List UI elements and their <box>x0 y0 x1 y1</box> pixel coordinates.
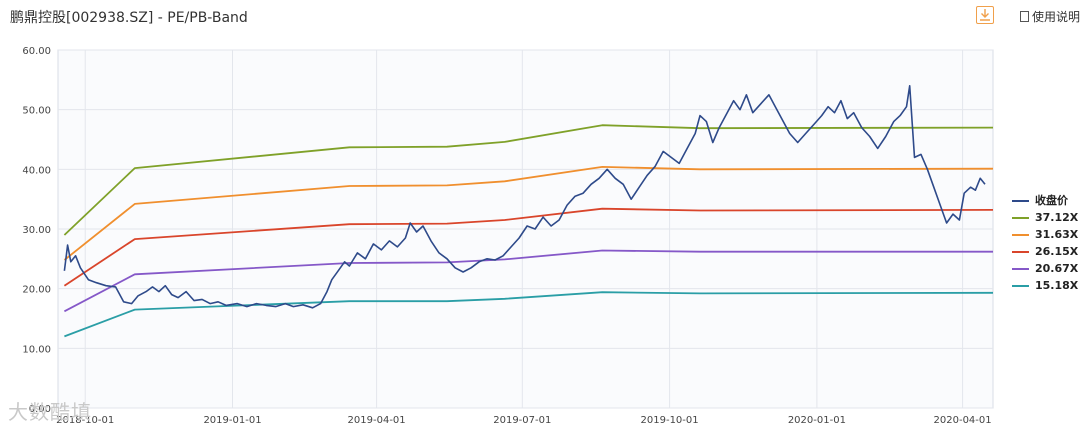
pe-band-chart: 0.00 10.00 20.00 30.00 40.00 50.00 60.00 2018-1… <box>0 34 1080 428</box>
y-tick-label: 0.00 <box>29 404 51 415</box>
legend-label: 26.15X <box>1035 245 1079 258</box>
x-tick-label: 2019-07-01 <box>493 415 551 426</box>
legend-swatch <box>1012 251 1029 253</box>
legend-swatch <box>1012 217 1029 219</box>
chart-title: 鹏鼎控股[002938.SZ] - PE/PB-Band <box>10 10 248 26</box>
y-tick-label: 60.00 <box>22 46 51 57</box>
legend-swatch <box>1012 200 1029 202</box>
download-button[interactable] <box>976 6 994 24</box>
x-tick-label: 2019-10-01 <box>641 415 699 426</box>
series-line <box>63 124 994 236</box>
legend-item[interactable]: 20.67X <box>1012 260 1078 277</box>
legend-item[interactable]: 15.18X <box>1012 277 1078 294</box>
legend-label: 15.18X <box>1035 279 1079 292</box>
legend-label: 37.12X <box>1035 211 1079 224</box>
series-line <box>63 207 994 287</box>
chart-legend: 收盘价 37.12X 31.63X 26.15X 20.67X 15.18X <box>1012 192 1078 294</box>
legend-label: 20.67X <box>1035 262 1079 275</box>
series-line <box>63 85 986 309</box>
y-tick-label: 10.00 <box>22 344 51 355</box>
y-tick-label: 40.00 <box>22 165 51 176</box>
legend-item[interactable]: 37.12X <box>1012 209 1078 226</box>
x-tick-label: 2020-04-01 <box>934 415 992 426</box>
series-line <box>63 166 994 261</box>
manual-link[interactable]: 使用说明 <box>1020 8 1080 25</box>
x-tick-label: 2019-01-01 <box>203 415 261 426</box>
watermark: 大数酷填 <box>8 400 92 424</box>
x-tick-label: 2020-01-01 <box>788 415 846 426</box>
chart-svg: 0.00 10.00 20.00 30.00 40.00 50.00 60.00 2018-1… <box>22 46 994 426</box>
y-tick-label: 50.00 <box>22 106 51 117</box>
chart-header: 鹏鼎控股[002938.SZ] - PE/PB-Band 使用说明 <box>0 0 1080 34</box>
legend-label: 31.63X <box>1035 228 1079 241</box>
legend-swatch <box>1012 268 1029 270</box>
legend-swatch <box>1012 234 1029 236</box>
legend-label: 收盘价 <box>1035 194 1068 207</box>
y-tick-label: 20.00 <box>22 285 51 296</box>
document-icon <box>1020 11 1029 22</box>
legend-swatch <box>1012 285 1029 287</box>
manual-label: 使用说明 <box>1032 10 1080 24</box>
x-tick-label: 2019-04-01 <box>348 415 406 426</box>
series-line <box>63 249 993 313</box>
download-icon <box>980 9 990 21</box>
legend-item[interactable]: 收盘价 <box>1012 192 1078 209</box>
legend-item[interactable]: 26.15X <box>1012 243 1078 260</box>
y-tick-label: 30.00 <box>22 225 51 236</box>
series-line <box>64 291 994 338</box>
legend-item[interactable]: 31.63X <box>1012 226 1078 243</box>
x-tick-label: 2018-10-01 <box>56 415 114 426</box>
